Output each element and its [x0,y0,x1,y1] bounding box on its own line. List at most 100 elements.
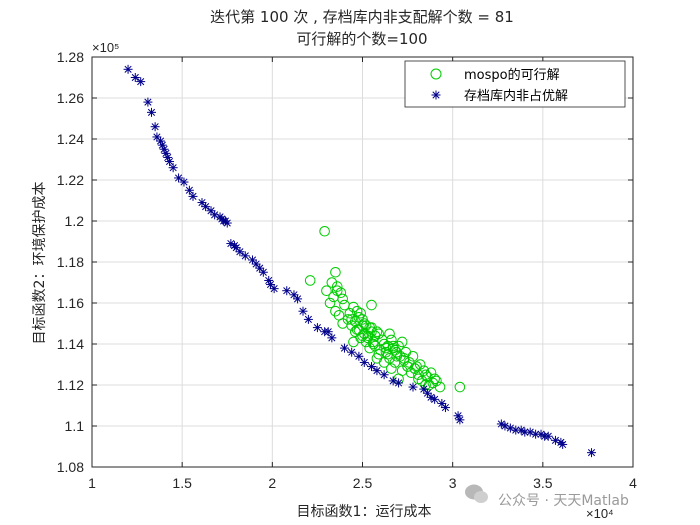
x-axis-label: 目标函数1：运行成本 [297,504,432,520]
feasible-point [368,338,379,350]
axis-ticks [91,56,634,468]
feasible-point [413,373,424,385]
feasible-point [369,340,381,352]
feasible-point [324,297,336,309]
archive-point [130,73,140,82]
watermark-text: 公众号 · 天天Matlab [498,493,629,509]
archive-point [282,286,292,296]
feasible-point [348,336,359,348]
y-tick-label: 1.22 [57,172,84,188]
archive-point [235,247,245,257]
feasible-point [384,328,395,340]
feasible-point [396,336,408,348]
feasible-point [331,281,343,292]
archive-point [372,366,382,376]
archive-point [136,77,146,87]
archive-point [298,306,308,316]
y-tick-label: 1.12 [57,377,84,393]
feasible-point [371,326,383,338]
archive-point [303,314,313,324]
y-tick-labels: 1.08 1.1 1.12 1.14 1.16 1.18 1.2 1.22 1.24 1.26 1.… [57,49,84,475]
feasible-point [326,277,338,288]
feasible-point [407,351,419,362]
feasible-point [344,307,356,319]
y-tick-label: 1.26 [57,90,84,106]
archive-point [258,267,268,277]
feasible-point [359,328,370,340]
y-tick-label: 1.28 [57,49,84,65]
legend-marker-archive [431,90,441,100]
x-tick-label: 1 [88,475,96,491]
archive-point [430,394,440,404]
feasible-point [409,363,421,374]
legend-marker-feasible [430,68,442,80]
x-tick-label: 3.5 [533,475,553,491]
feasible-point [355,307,366,319]
archive-point [587,448,597,458]
chart-title-line1: 迭代第 100 次 , 存档库内非支配解个数 = 81 [210,8,514,26]
archive-point [379,370,389,380]
x-tick-label: 1.5 [172,475,192,491]
archive-point [440,403,450,413]
feasible-point [366,299,377,311]
archive-point [222,218,232,228]
archive-point [312,323,322,333]
archive-point [347,347,357,357]
wechat-icon [465,484,488,503]
feasible-point [398,355,410,366]
y-tick-label: 1.16 [57,295,84,311]
archive-point [327,333,337,343]
feasible-point [371,353,383,364]
feasible-point [454,381,466,393]
feasible-point [330,266,341,278]
feasible-point [331,285,343,297]
feasible-point [366,322,377,333]
feasible-point [304,275,316,286]
feasible-point [364,342,376,354]
archive-point [226,239,236,249]
feasible-point [337,293,348,305]
feasible-point [405,367,417,379]
y-tick-label: 1.14 [57,336,84,352]
archive-point [123,64,133,74]
x-tick-label: 4 [629,475,637,491]
feasible-point [386,363,397,374]
archive-point [339,343,349,353]
feasible-point [393,340,404,352]
legend-box [404,60,626,108]
x-exponent-label: ×10⁴ [586,506,614,521]
y-tick-label: 1.08 [57,459,84,475]
archive-point [354,351,364,361]
feasible-point [330,305,341,317]
feasible-point [337,318,348,329]
archive-point [558,439,568,449]
archive-point [188,191,198,201]
feasible-point [346,314,357,325]
archive-point [543,431,553,441]
archive-point [174,173,184,183]
feasible-point [420,379,431,391]
archive-point [455,415,465,425]
archive-point [408,382,418,392]
x-tick-labels: 1 1.5 2 2.5 3 3.5 4 [88,475,637,491]
archive-point [197,198,207,208]
archive-point [536,429,546,439]
feasible-point [342,314,354,325]
feasible-point [348,301,359,313]
archive-point [269,284,279,294]
feasible-point [380,342,392,354]
feasible-point [402,361,413,372]
feasible-point [414,359,426,370]
archive-point [179,177,189,187]
legend-label-feasible: mospo的可行解 [464,67,560,83]
y-tick-label: 1.18 [57,254,84,270]
x-tick-label: 2 [268,475,276,491]
feasible-point [387,342,399,354]
y-tick-label: 1.1 [65,418,85,434]
series-archive-nondominated [123,64,597,458]
x-tick-label: 2.5 [353,475,373,491]
archive-point [147,107,157,117]
feasible-point [373,328,385,340]
series-feasible-solutions [304,225,466,393]
